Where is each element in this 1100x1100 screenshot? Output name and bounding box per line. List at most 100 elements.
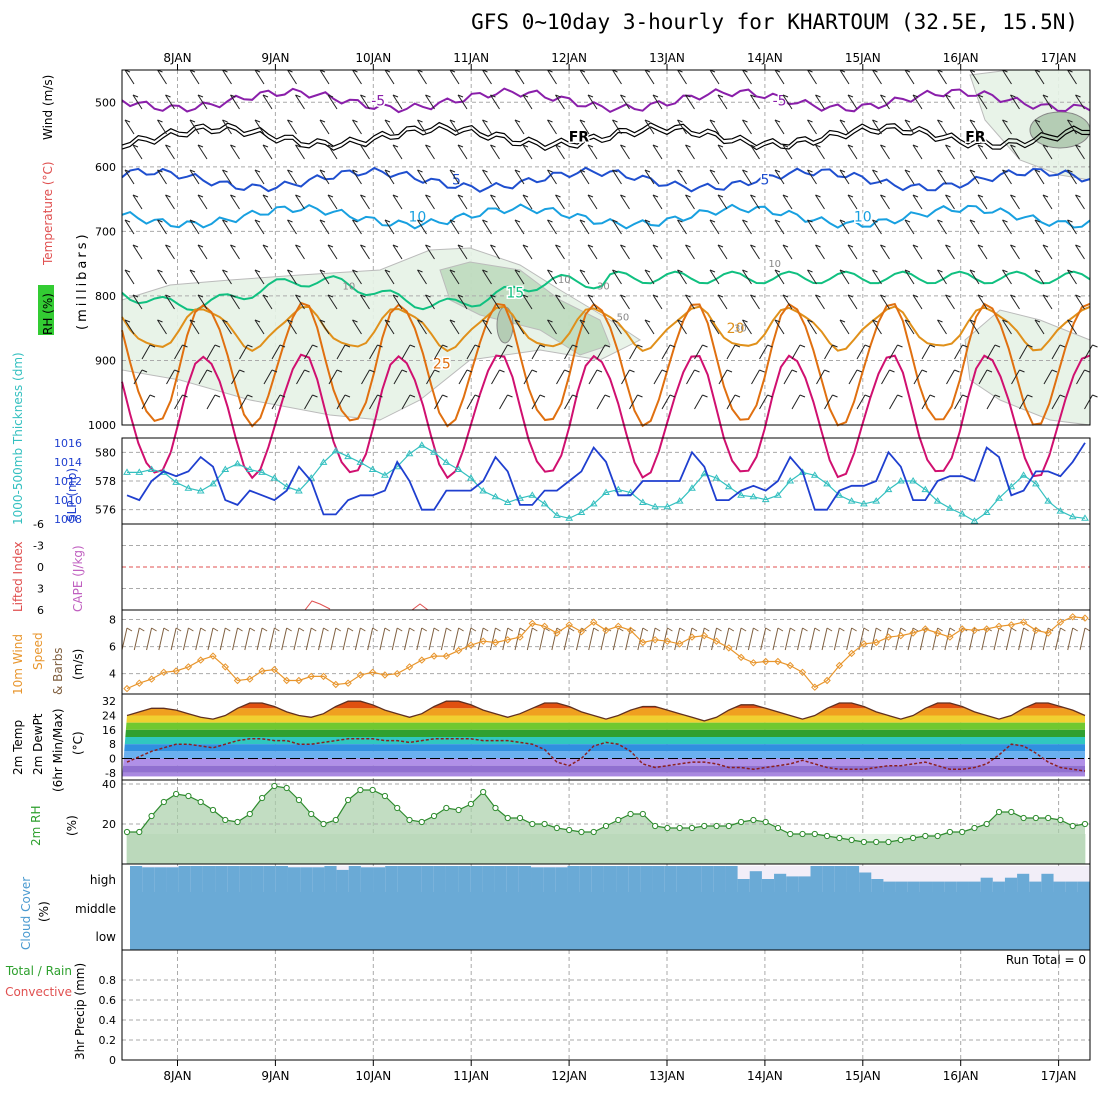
temp-label-a: 2m Temp xyxy=(11,720,25,775)
upper-mb-label: (millibars) xyxy=(75,231,90,330)
upper-wind-barb xyxy=(774,319,781,323)
upper-wind-barb xyxy=(1067,219,1073,223)
wind-barb xyxy=(674,627,681,651)
wind-speed-point xyxy=(811,683,819,691)
upper-wind-barb xyxy=(661,369,668,373)
cloud-high-bar xyxy=(579,866,593,892)
wind-barb xyxy=(354,627,361,651)
upper-wind-barb xyxy=(482,219,488,223)
wind-speed-point xyxy=(381,671,389,679)
upper-wind-barb xyxy=(360,94,370,110)
upper-wind-barb xyxy=(417,269,423,273)
wind-speed-point xyxy=(147,675,156,683)
slp-tick-label: 1014 xyxy=(54,456,82,469)
upper-wind-barb xyxy=(157,319,167,335)
upper-wind-barb xyxy=(839,319,850,335)
upper-wind-barb xyxy=(669,344,676,348)
upper-wind-barb xyxy=(880,144,890,160)
upper-wind-barb xyxy=(254,319,261,323)
upper-wind-barb xyxy=(847,144,854,148)
upper-wind-barb xyxy=(612,169,622,185)
cloud-high-bar xyxy=(433,866,447,892)
upper-wind-barb xyxy=(287,169,293,173)
rh-point xyxy=(209,806,217,814)
upper-wind-barb xyxy=(157,119,163,123)
upper-temp-label: Temperature (°C) xyxy=(41,161,55,266)
cloud-high-bar xyxy=(275,866,289,892)
temp-color-band xyxy=(122,744,1085,752)
wind-barb xyxy=(698,627,705,651)
upper-wind-barb xyxy=(149,394,156,398)
upper-wind-barb xyxy=(604,344,611,348)
upper-wind-barb xyxy=(1084,394,1093,410)
upper-wind-barb xyxy=(262,244,269,248)
upper-wind-barb xyxy=(1042,194,1053,210)
wind-speed-point xyxy=(540,622,549,631)
upper-wind-barb xyxy=(945,94,951,98)
upper-wind-barb xyxy=(1067,319,1077,335)
wind-barb xyxy=(772,627,779,651)
upper-wind-barb xyxy=(287,269,297,285)
rh-point xyxy=(320,820,327,828)
rh-point xyxy=(922,832,929,840)
upper-wind-barb xyxy=(514,269,521,273)
upper-wind-barb xyxy=(522,94,529,98)
upper-wind-barb xyxy=(709,319,716,323)
rh-point xyxy=(738,818,745,826)
upper-wind-barb xyxy=(686,369,695,385)
wind-speed-point xyxy=(307,672,315,681)
wind-barb xyxy=(858,627,865,651)
upper-wind-barb xyxy=(742,269,752,285)
upper-wind-barb xyxy=(449,169,460,185)
upper-wind-barb xyxy=(1042,244,1053,260)
upper-wind-barb xyxy=(587,94,598,110)
rh-point xyxy=(480,788,487,796)
upper-wind-barb xyxy=(392,294,403,310)
upper-wind-barb xyxy=(969,169,980,185)
wind-tick-label: 6 xyxy=(109,641,116,654)
temp-label-c: (6hr Min/Max) xyxy=(51,709,65,793)
upper-wind-barb xyxy=(799,394,806,398)
wind-tick-label: 8 xyxy=(109,613,116,626)
upper-wind-barb xyxy=(547,219,553,223)
upper-wind-barb xyxy=(417,319,423,323)
upper-wind-barb xyxy=(490,144,500,160)
upper-wind-barb xyxy=(847,294,858,310)
wind-speed-point xyxy=(184,663,193,671)
upper-wind-barb xyxy=(620,294,630,310)
wind-barb xyxy=(1005,627,1012,651)
upper-wind-barb xyxy=(222,219,228,223)
upper-wind-barb xyxy=(847,94,854,98)
upper-wind-barb xyxy=(474,394,481,398)
upper-wind-barb xyxy=(946,369,955,385)
upper-wind-barb xyxy=(832,344,838,348)
upper-wind-barb xyxy=(360,294,366,298)
wind-barb xyxy=(1042,627,1049,651)
wind-label-b: Speed xyxy=(31,632,45,670)
top-axis-label: 8JAN xyxy=(163,51,191,65)
upper-wind-barb xyxy=(644,319,655,335)
cloud-high-bar xyxy=(713,866,726,892)
upper-wind-barb xyxy=(197,244,204,248)
upper-wind-barb xyxy=(750,194,760,210)
upper-wind-barb xyxy=(1075,244,1081,248)
cloud-high-bar xyxy=(215,866,228,892)
rh-point xyxy=(750,816,757,824)
upper-wind-barb xyxy=(312,344,318,348)
rh-point xyxy=(713,822,720,830)
upper-wind-barb xyxy=(522,194,533,210)
upper-wind-barb xyxy=(417,219,427,235)
temp-color-band xyxy=(122,772,1085,777)
upper-wind-barb xyxy=(522,244,529,248)
upper-wind-barb xyxy=(904,219,911,223)
cloud-high-bar xyxy=(227,866,240,892)
upper-wind-barb xyxy=(620,194,626,198)
top-axis-label: 10JAN xyxy=(355,51,391,65)
upper-wind-barb xyxy=(759,394,768,410)
upper-wind-barb xyxy=(644,269,655,285)
rh-contour-label: 30 xyxy=(734,323,747,334)
wind-barb xyxy=(207,627,214,651)
pressure-tick-label: 600 xyxy=(95,161,116,174)
li-spike xyxy=(304,600,331,611)
upper-wind-barb xyxy=(799,344,806,348)
